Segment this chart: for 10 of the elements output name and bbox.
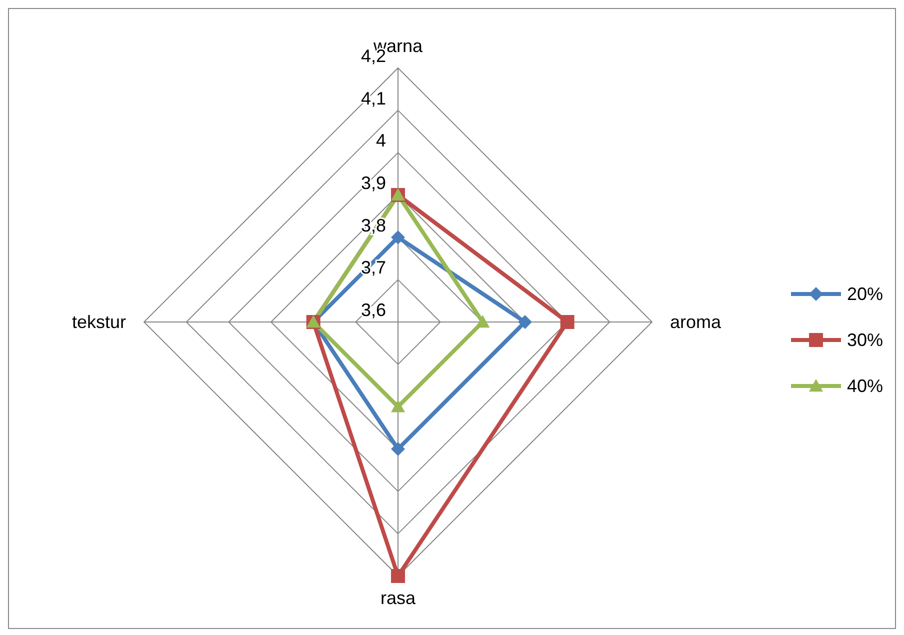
legend-label: 20% — [847, 284, 884, 304]
spoke-label: tekstur — [72, 312, 126, 332]
spoke-label: aroma — [670, 312, 722, 332]
y-tick-label: 3,6 — [360, 300, 386, 320]
spoke-label: rasa — [380, 588, 416, 608]
legend-label: 40% — [847, 376, 884, 396]
legend-label: 30% — [847, 330, 884, 350]
y-tick-label: 3,9 — [360, 173, 386, 193]
y-tick-label: 4 — [376, 130, 386, 151]
y-tick-label: 4,1 — [360, 88, 386, 108]
